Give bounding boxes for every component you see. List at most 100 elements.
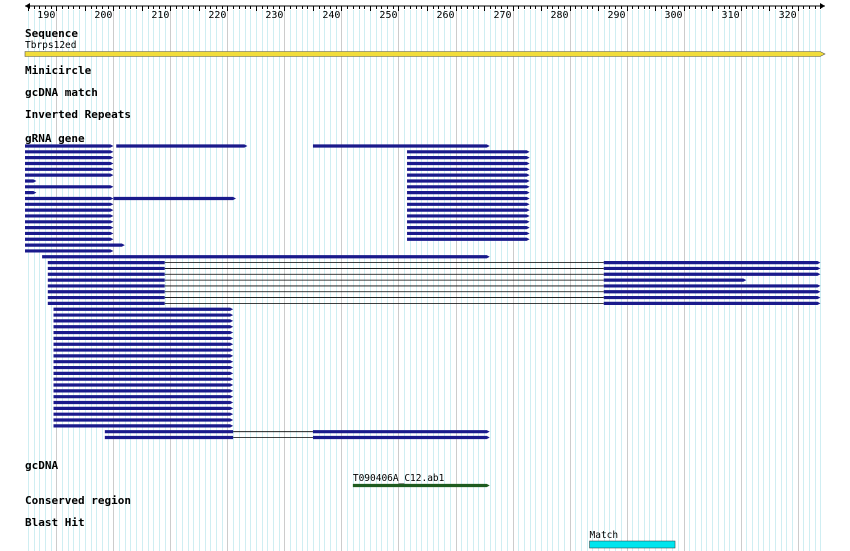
grna-feature[interactable] (407, 208, 530, 212)
grna-feature[interactable] (53, 307, 234, 311)
grna-feature[interactable] (603, 266, 821, 271)
grna-feature[interactable] (25, 237, 114, 241)
grna-feature[interactable] (25, 243, 125, 247)
grna-feature[interactable] (312, 430, 490, 434)
grna-feature[interactable] (47, 284, 165, 288)
grna-feature[interactable] (53, 365, 234, 370)
grna-feature[interactable] (407, 150, 530, 154)
grna-feature[interactable] (603, 290, 821, 294)
grna-feature[interactable] (25, 226, 114, 230)
grna-feature[interactable] (407, 214, 530, 218)
grna-feature[interactable] (25, 202, 114, 206)
gcdna-feature[interactable] (352, 483, 490, 488)
grna-feature[interactable] (53, 400, 234, 405)
grna-feature[interactable] (53, 371, 234, 375)
grna-feature[interactable] (407, 173, 530, 177)
grna-feature[interactable] (25, 161, 114, 166)
grna-feature[interactable] (312, 435, 490, 440)
ruler-right-arrow-icon (820, 3, 825, 9)
grna-feature[interactable] (603, 301, 821, 306)
grna-feature[interactable] (407, 220, 530, 224)
grna-feature[interactable] (407, 231, 530, 236)
grna-feature[interactable] (53, 342, 234, 346)
grna-feature[interactable] (25, 150, 114, 154)
grna-feature[interactable] (603, 272, 821, 276)
grna-feature[interactable] (407, 226, 530, 230)
grna-feature[interactable] (603, 295, 821, 300)
grna-feature[interactable] (116, 144, 248, 148)
grna-feature[interactable] (53, 330, 234, 335)
grna-feature[interactable] (53, 325, 234, 329)
ruler-tick-label: 290 (608, 10, 626, 21)
grna-feature[interactable] (25, 214, 114, 218)
grna-feature[interactable] (25, 179, 37, 183)
grna-feature[interactable] (603, 284, 821, 288)
blast-feature-name: Match (590, 530, 619, 541)
grna-feature[interactable] (603, 261, 821, 265)
grna-feature[interactable] (25, 196, 114, 201)
grna-feature[interactable] (25, 249, 114, 253)
grna-feature[interactable] (407, 161, 530, 166)
grna-feature[interactable] (47, 261, 165, 265)
grna-feature[interactable] (53, 383, 234, 387)
grna-feature[interactable] (53, 348, 234, 352)
grna-feature[interactable] (53, 336, 234, 340)
grna-feature[interactable] (312, 144, 490, 148)
grna-feature[interactable] (407, 167, 530, 171)
grna-feature[interactable] (407, 237, 530, 241)
ruler-tick-label: 230 (265, 10, 283, 21)
grna-feature[interactable] (25, 156, 114, 160)
grna-feature[interactable] (47, 301, 165, 306)
grna-feature[interactable] (407, 196, 530, 201)
track-label-gcdna: gcDNA (25, 459, 58, 472)
grna-feature[interactable] (407, 179, 530, 183)
grna-feature[interactable] (53, 424, 234, 428)
grna-feature[interactable] (25, 144, 114, 148)
grna-feature[interactable] (47, 290, 165, 294)
ruler-tick-label: 240 (322, 10, 340, 21)
grna-feature[interactable] (47, 266, 165, 271)
grna-feature[interactable] (53, 389, 234, 393)
sequence-feature[interactable] (24, 51, 826, 57)
ruler-tick-label: 260 (436, 10, 454, 21)
grna-feature[interactable] (53, 412, 234, 416)
grna-feature[interactable] (47, 295, 165, 300)
blast-hit-feature[interactable] (589, 540, 676, 549)
ruler-tick-label: 190 (37, 10, 55, 21)
grna-feature[interactable] (25, 167, 114, 171)
grna-feature[interactable] (104, 430, 234, 434)
grna-feature[interactable] (47, 272, 165, 276)
ruler-tick-label: 210 (151, 10, 169, 21)
grna-feature[interactable] (53, 395, 234, 399)
grna-feature[interactable] (407, 202, 530, 206)
ruler-tick-label: 310 (722, 10, 740, 21)
ruler-tick-label: 220 (208, 10, 226, 21)
grna-feature[interactable] (53, 418, 234, 422)
ruler-tick-label: 250 (379, 10, 397, 21)
grna-feature[interactable] (407, 185, 530, 189)
grna-feature[interactable] (407, 191, 530, 195)
ruler-tick-label: 200 (94, 10, 112, 21)
grna-feature[interactable] (25, 231, 114, 236)
grna-feature[interactable] (42, 255, 490, 259)
grna-feature[interactable] (53, 377, 234, 381)
grna-feature[interactable] (53, 360, 234, 364)
grna-feature[interactable] (53, 354, 234, 358)
grna-feature[interactable] (407, 156, 530, 160)
grna-feature[interactable] (25, 191, 37, 195)
grna-feature[interactable] (53, 313, 234, 317)
ruler-left-arrow-icon (25, 3, 30, 9)
grna-feature[interactable] (53, 319, 234, 323)
grna-feature[interactable] (104, 435, 234, 440)
grna-feature[interactable] (603, 278, 747, 282)
grna-feature[interactable] (53, 406, 234, 410)
grna-feature[interactable] (113, 196, 236, 201)
grna-feature[interactable] (25, 185, 114, 189)
grna-feature[interactable] (25, 220, 114, 224)
ruler (25, 3, 825, 11)
grna-feature[interactable] (25, 208, 114, 212)
grna-feature[interactable] (25, 173, 114, 177)
track-label-gcdna-match: gcDNA match (25, 86, 98, 99)
grna-feature[interactable] (47, 278, 165, 282)
